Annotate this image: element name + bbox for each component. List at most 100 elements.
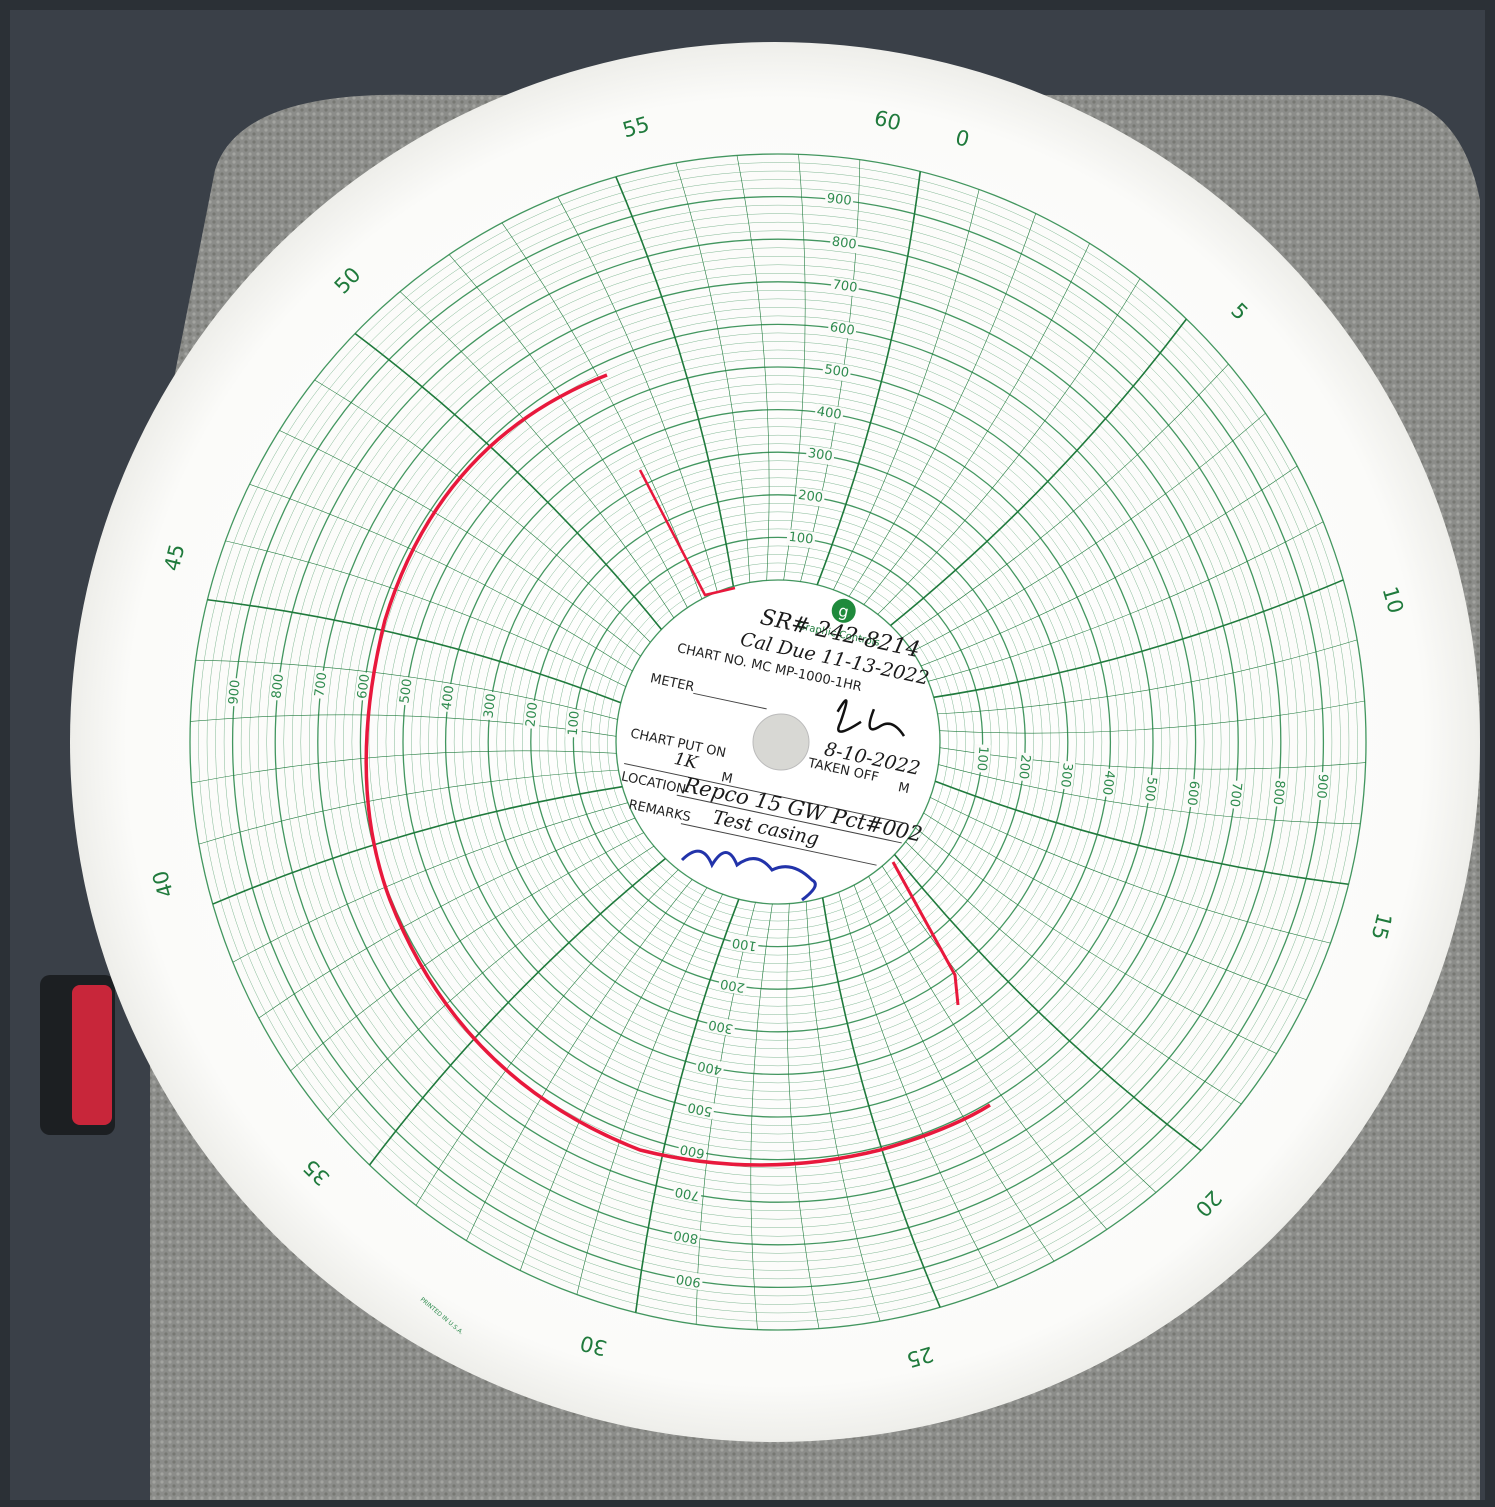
ring — [334, 298, 1222, 1186]
pressure-label: 700 — [1226, 781, 1244, 807]
pressure-label-bg — [1056, 760, 1076, 790]
pressure-label-bg — [438, 682, 459, 713]
ring — [453, 417, 1103, 1067]
time-line — [877, 278, 1141, 615]
pressure-label: 500 — [686, 1099, 713, 1119]
pressure-label-bg — [396, 676, 417, 707]
pressure-label-bg — [480, 690, 501, 721]
time-line — [783, 154, 806, 581]
location-line — [676, 794, 902, 844]
time-line — [191, 750, 617, 784]
time-line — [634, 898, 740, 1313]
time-line — [750, 903, 773, 1330]
time-line — [675, 162, 751, 583]
pressure-label: 800 — [1270, 779, 1287, 805]
time-line — [232, 802, 628, 963]
time-line — [848, 213, 1037, 597]
logo-circle — [831, 598, 856, 623]
time-line — [399, 291, 675, 619]
time-line — [225, 540, 626, 687]
time-line — [557, 196, 718, 592]
time-line — [905, 841, 1242, 1105]
pressure-label: 900 — [826, 191, 852, 209]
time-line — [821, 897, 941, 1308]
ring — [402, 366, 1154, 1118]
time-line — [838, 892, 999, 1288]
ring — [504, 468, 1052, 1016]
time-line — [786, 903, 820, 1329]
taken-off-m: M — [897, 780, 911, 797]
time-line — [938, 764, 1361, 825]
time-line — [853, 884, 1055, 1262]
pressure-label-bg — [670, 1225, 702, 1247]
ring — [266, 230, 1290, 1254]
ring — [368, 332, 1188, 1152]
put-on-line — [624, 762, 906, 824]
time-line — [207, 598, 622, 704]
pressure-label: 500 — [823, 362, 850, 381]
ring — [240, 204, 1316, 1280]
ring — [231, 195, 1325, 1289]
ring — [257, 221, 1299, 1263]
time-line — [415, 869, 679, 1206]
pressure-label-bg — [522, 699, 542, 730]
time-line — [933, 579, 1344, 699]
pressure-label: 400 — [439, 685, 457, 712]
pressure-label-bg — [829, 233, 860, 254]
ring — [419, 383, 1137, 1101]
ring — [462, 426, 1094, 1058]
pressure-label-bg — [225, 677, 245, 707]
time-line — [354, 332, 663, 630]
time-line — [934, 780, 1349, 886]
ring — [530, 494, 1026, 990]
pressure-label: 600 — [355, 673, 373, 700]
time-line — [448, 254, 688, 608]
time-line — [920, 465, 1298, 667]
ring — [479, 443, 1077, 1041]
time-line — [466, 879, 693, 1241]
ring — [496, 460, 1060, 1024]
time-line — [833, 189, 980, 590]
pressure-label-bg — [972, 743, 992, 774]
ring — [215, 179, 1341, 1305]
ring — [377, 341, 1179, 1143]
ring — [300, 264, 1256, 1220]
time-line — [327, 845, 655, 1121]
time-line — [258, 817, 636, 1019]
ring — [487, 451, 1069, 1033]
ring — [522, 486, 1034, 998]
pressure-label-bg — [672, 1182, 703, 1204]
time-line — [805, 901, 881, 1322]
time-line — [736, 155, 770, 581]
pressure-label: 300 — [707, 1016, 734, 1036]
time-line — [901, 363, 1229, 639]
pressure-label: 500 — [1141, 776, 1159, 803]
time-line — [279, 430, 641, 657]
signature-black — [836, 699, 906, 737]
ring — [539, 503, 1017, 981]
time-line — [868, 876, 1108, 1230]
ring — [283, 247, 1273, 1237]
pressure-label: 800 — [831, 235, 858, 253]
time-line — [816, 171, 922, 586]
ring — [198, 162, 1358, 1322]
time-line — [930, 797, 1331, 944]
pressure-label: 700 — [832, 277, 859, 295]
pressure-label-bg — [673, 1269, 704, 1291]
ring — [359, 323, 1197, 1161]
pressure-label-bg — [311, 669, 332, 700]
pressure-label-bg — [814, 403, 845, 424]
pressure-label-bg — [676, 1140, 708, 1162]
time-line — [519, 887, 708, 1271]
ring — [470, 434, 1086, 1050]
pressure-label-bg — [1140, 774, 1160, 804]
pressure-label-bg — [705, 1015, 737, 1037]
pressure-label-bg — [1225, 779, 1245, 810]
buckle-button — [72, 985, 112, 1125]
ring — [581, 545, 975, 939]
ring — [547, 511, 1009, 973]
time-line — [212, 785, 623, 905]
pressure-label: 300 — [1057, 762, 1075, 788]
time-line — [912, 412, 1266, 652]
